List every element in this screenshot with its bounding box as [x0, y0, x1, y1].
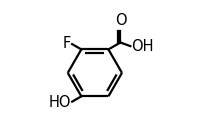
Text: F: F [63, 36, 71, 51]
Text: OH: OH [131, 39, 153, 54]
Text: O: O [115, 14, 127, 28]
Text: HO: HO [49, 95, 72, 110]
